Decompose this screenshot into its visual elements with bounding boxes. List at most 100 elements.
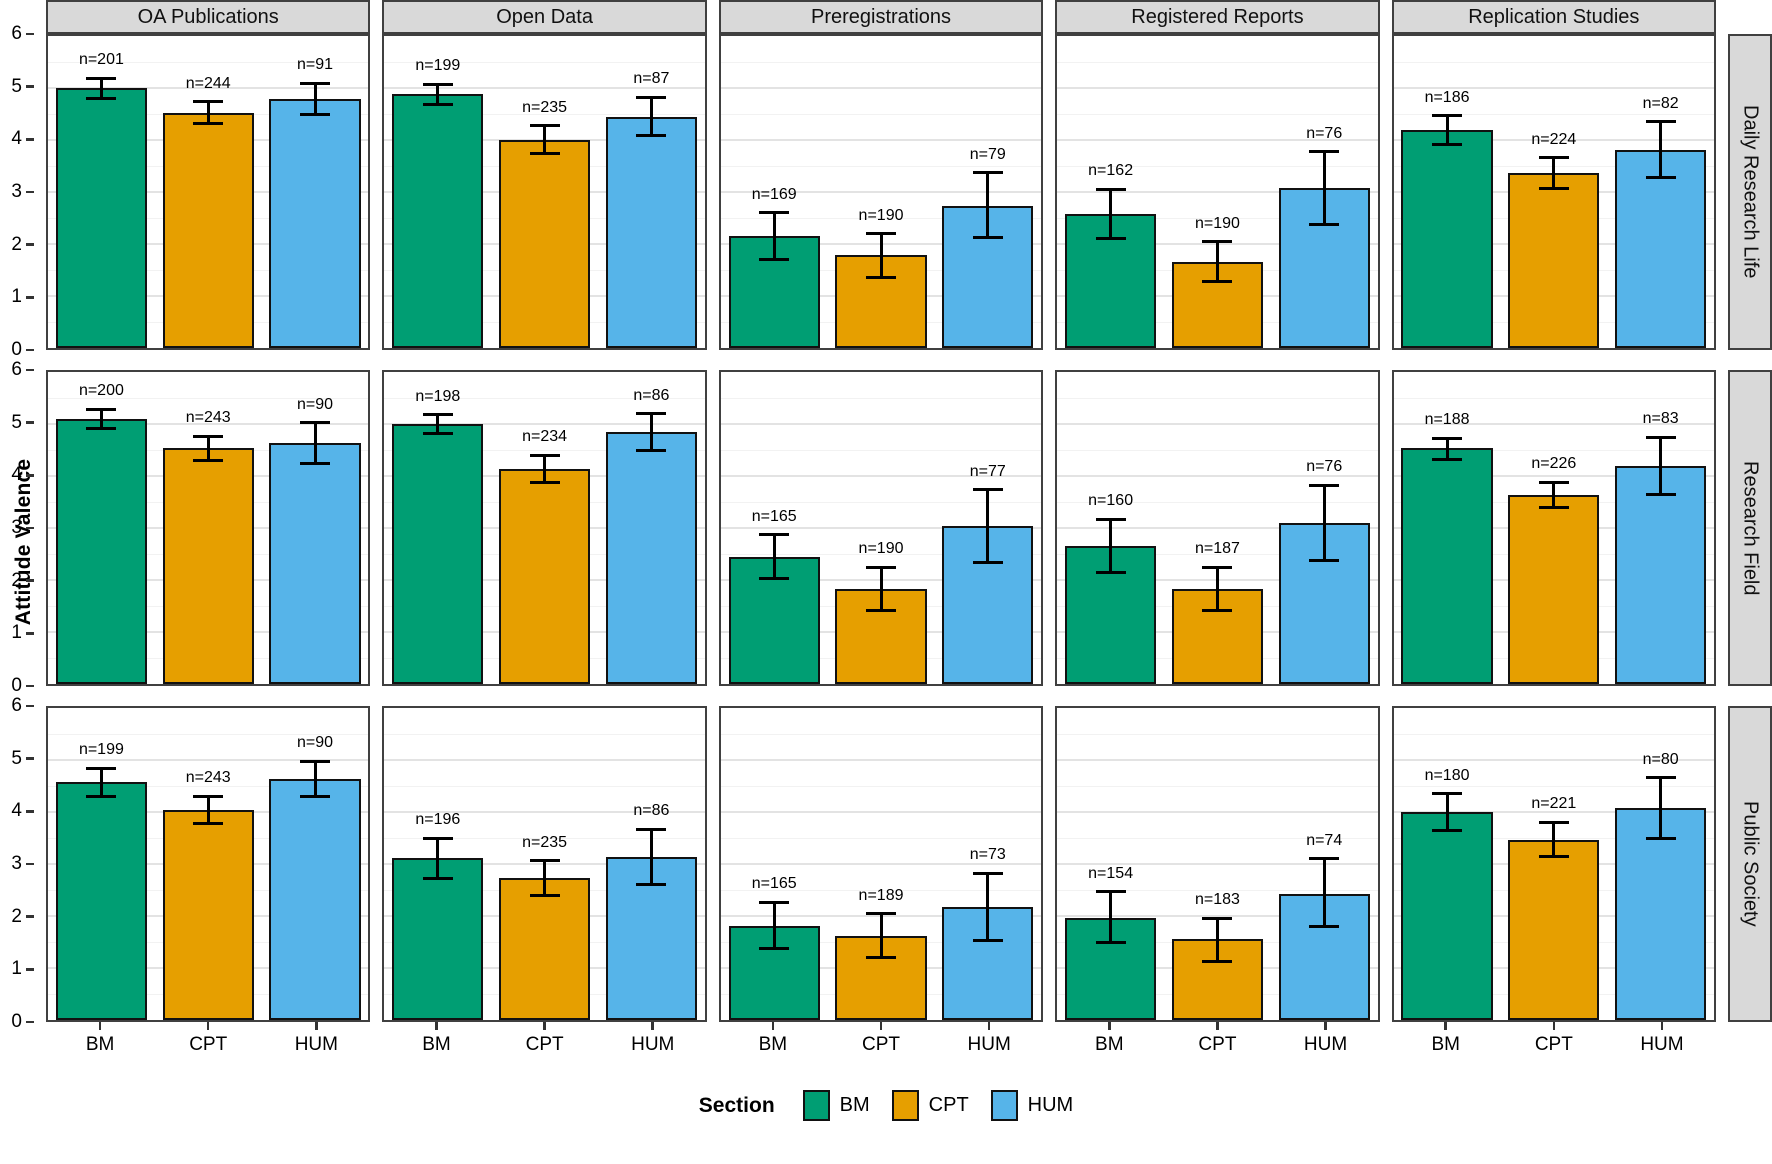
- error-bar-cap-top: [1538, 820, 1569, 824]
- y-tick-label: 1: [11, 622, 22, 644]
- n-count-label: n=76: [1306, 124, 1343, 142]
- facet-strip-label: Daily Research Life: [1739, 105, 1762, 279]
- error-bar-line: [1659, 437, 1663, 495]
- error-bar-line: [1109, 189, 1113, 239]
- error-bar-cap-top: [529, 859, 560, 863]
- facet-panel-cell: n=188 n=226 n=83: [1391, 370, 1717, 686]
- facet-strip-replication-studies: Replication Studies: [1391, 0, 1717, 34]
- n-count-label: n=91: [296, 56, 334, 74]
- bar-cpt: [162, 810, 254, 1020]
- error-bar-line: [543, 455, 547, 483]
- major-gridline: [720, 811, 1042, 814]
- facet-strip-registered-reports: Registered Reports: [1055, 0, 1380, 34]
- y-tick-mark: [26, 526, 34, 530]
- error-bar-cap-bottom: [866, 956, 897, 960]
- error-bar-cap-top: [866, 912, 897, 916]
- x-tick-mark: [1444, 1022, 1447, 1030]
- row-strip-cell: Research Field: [1728, 370, 1772, 686]
- error-bar-cap-top: [1538, 480, 1569, 484]
- y-tick-mark: [26, 684, 34, 688]
- facet-grid: OA Publications Open Data Preregistrations…: [0, 0, 1772, 1068]
- x-tick-mark: [1108, 1022, 1111, 1030]
- bar-cpt: [498, 140, 591, 348]
- legend-swatch-hum: [990, 1090, 1018, 1121]
- error-bar-cap-bottom: [422, 103, 453, 107]
- major-gridline: [384, 811, 705, 814]
- corner-spacer-right: [1728, 0, 1772, 34]
- y-axis: 0 1 2 3 4 5 6: [0, 359, 34, 696]
- n-count-label: n=180: [1424, 766, 1470, 784]
- y-tick-label: 2: [11, 569, 22, 591]
- facet-strip-daily-research-life: Daily Research Life: [1728, 34, 1772, 350]
- facet-strip-label: OA Publications: [137, 5, 279, 28]
- error-bar-line: [206, 436, 210, 461]
- facet-panel-cell: n=186 n=224 n=82: [1391, 34, 1717, 350]
- error-bar-cap-bottom: [759, 257, 790, 261]
- error-bar-cap-bottom: [972, 939, 1003, 943]
- major-gridline: [720, 863, 1042, 865]
- facet-strip-label: Registered Reports: [1131, 5, 1304, 28]
- y-tick-mark: [26, 32, 34, 36]
- facet-strip-label: Public Society: [1739, 801, 1762, 927]
- panel-oa-publications-row1: n=201 n=244 n=91: [46, 34, 371, 350]
- bar-hum: [1614, 465, 1707, 684]
- error-bar-line: [879, 913, 883, 958]
- error-bar-cap-top: [1202, 240, 1233, 244]
- error-bar-cap-bottom: [193, 122, 224, 126]
- error-bar-line: [772, 534, 776, 579]
- error-bar-line: [1552, 157, 1556, 189]
- minor-gridline: [384, 733, 705, 735]
- n-count-label: n=190: [1194, 214, 1240, 232]
- n-count-label: n=82: [1642, 94, 1679, 112]
- bar-cpt: [835, 935, 927, 1020]
- error-bar-cap-top: [1645, 435, 1676, 439]
- major-gridline: [48, 423, 369, 425]
- minor-gridline: [720, 61, 1042, 63]
- error-bar-cap-bottom: [1538, 505, 1569, 509]
- error-bar-cap-top: [1538, 156, 1569, 160]
- error-bar-cap-bottom: [1309, 223, 1340, 227]
- n-count-label: n=87: [633, 70, 670, 88]
- legend-entry-bm: BM: [802, 1090, 870, 1121]
- row-strip-cell: Daily Research Life: [1728, 34, 1772, 350]
- x-tick-label: BM: [422, 1034, 451, 1055]
- x-tick-mark: [98, 1022, 102, 1030]
- bar-bm: [55, 782, 148, 1020]
- minor-gridline: [384, 785, 705, 787]
- error-bar-line: [1659, 777, 1663, 838]
- x-tick-label: HUM: [967, 1034, 1011, 1055]
- y-tick-mark: [26, 474, 34, 477]
- major-gridline: [720, 759, 1042, 761]
- facet-panel-cell: n=165 n=190 n=77: [718, 370, 1044, 686]
- y-tick-mark: [26, 704, 34, 708]
- n-count-label: n=199: [78, 741, 124, 759]
- legend-swatch-cpt: [891, 1090, 919, 1121]
- n-count-label: n=165: [751, 875, 797, 893]
- minor-gridline: [1057, 501, 1378, 503]
- x-axis-cell: BM CPT HUM: [1055, 1022, 1379, 1068]
- error-bar-cap-top: [1202, 565, 1233, 569]
- error-bar-line: [313, 422, 317, 463]
- bar-bm: [55, 88, 148, 348]
- minor-gridline: [48, 61, 369, 63]
- error-bar-line: [986, 489, 990, 563]
- x-axis-row: BM CPT HUM BM CPT HUM BM CPT HUM BM CPT HUM BM CPT HUM: [0, 1022, 1772, 1068]
- x-tick-mark: [1660, 1022, 1664, 1030]
- major-gridline: [1393, 759, 1715, 761]
- y-tick-label: 3: [11, 181, 22, 202]
- minor-gridline: [720, 165, 1042, 167]
- error-bar-cap-bottom: [1095, 570, 1126, 574]
- x-tick-label: BM: [1431, 1034, 1460, 1055]
- y-tick-label: 6: [11, 359, 22, 380]
- error-bar-cap-bottom: [1432, 457, 1463, 461]
- x-tick-label: CPT: [1198, 1034, 1237, 1055]
- error-bar-line: [1659, 121, 1663, 178]
- error-bar-line: [1322, 151, 1326, 225]
- x-tick-label: CPT: [189, 1034, 228, 1055]
- n-count-label: n=243: [185, 769, 231, 787]
- y-axis: 0 1 2 3 4 5 6: [0, 695, 34, 1032]
- bar-hum: [1614, 150, 1707, 348]
- y-tick-label: 6: [11, 695, 22, 716]
- error-bar-line: [879, 233, 883, 278]
- x-tick-label: CPT: [525, 1034, 564, 1055]
